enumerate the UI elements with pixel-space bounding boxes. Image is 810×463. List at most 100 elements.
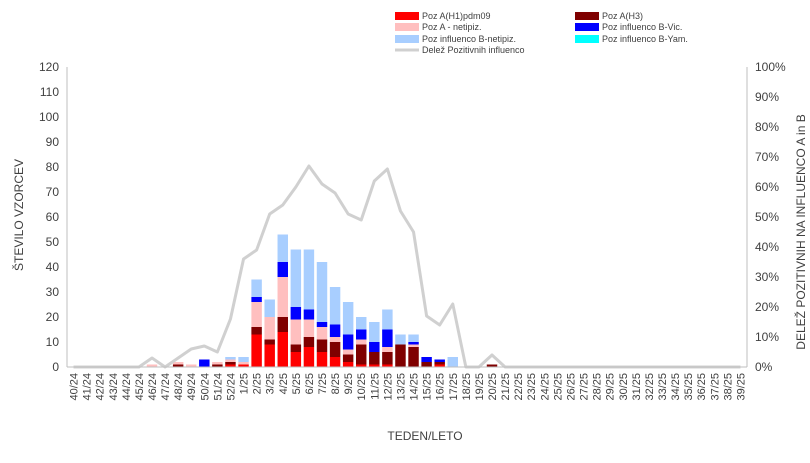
y-tick-labels: 0 10 20 30 40 50 60 70 80 90 100 110 120 (39, 60, 59, 374)
x-tick-label: 14/25 (409, 373, 421, 401)
x-tick-label: 47/24 (160, 373, 172, 401)
bar-segment (447, 357, 458, 367)
y-tick-label: 70 (46, 185, 60, 199)
bar-segment (290, 307, 302, 320)
x-tick-label: 24/25 (539, 373, 551, 401)
bar-segment (356, 317, 367, 330)
bar-segment (434, 362, 445, 365)
x-tick-label: 41/24 (82, 373, 94, 401)
x-tick-label: 7/25 (317, 373, 329, 394)
bar-segment (342, 302, 354, 335)
legend-label: Delež Pozitivnih influenco (422, 45, 525, 55)
x-tick-label: 6/25 (304, 373, 316, 394)
x-tick-label: 10/25 (356, 373, 368, 401)
x-tick-label: 46/24 (147, 373, 159, 401)
bar-segment (290, 352, 302, 367)
x-tick-label: 21/25 (500, 373, 512, 401)
bar-segment (342, 362, 354, 367)
y2-tick-label: 10% (755, 330, 779, 344)
x-tick-label: 30/25 (618, 373, 630, 401)
bar-segment (225, 362, 236, 365)
y-tick-label: 110 (40, 85, 59, 99)
bar-segment (251, 302, 262, 327)
bar-layer (146, 234, 498, 367)
bar-segment (316, 352, 328, 367)
bar-segment (316, 322, 328, 327)
bar-segment (225, 357, 236, 360)
bar-segment (408, 347, 419, 367)
bar-segment (329, 287, 341, 325)
bar-segment (264, 317, 275, 340)
bar-segment (434, 359, 445, 362)
x-tick-label: 34/25 (670, 373, 682, 401)
bar-segment (238, 364, 249, 367)
bar-segment (316, 262, 328, 322)
x-tick-label: 2/25 (252, 373, 264, 394)
bar-segment (369, 364, 380, 367)
bar-segment (329, 324, 341, 337)
bar-segment (172, 362, 184, 365)
y2-tick-label: 80% (755, 120, 779, 134)
x-tick-label: 44/24 (121, 373, 133, 401)
legend: Poz A(H1)pdm09 Poz A(H3) Poz A - netipiz. P… (395, 11, 688, 55)
x-tick-label: 19/25 (474, 373, 486, 401)
x-tick-label: 42/24 (95, 373, 107, 401)
x-tick-label: 28/25 (592, 373, 604, 401)
x-tick-label: 15/25 (422, 373, 434, 401)
x-tick-label: 5/25 (291, 373, 303, 394)
bar-segment (290, 319, 302, 345)
x-tick-label: 26/25 (565, 373, 577, 401)
bar-segment (225, 359, 236, 362)
x-tick-label: 45/24 (134, 373, 146, 401)
x-tick-label: 9/25 (343, 373, 355, 394)
x-tick-label: 40/24 (69, 373, 81, 401)
y-tick-label: 120 (39, 60, 59, 74)
legend-label: Poz influenco B-netipiz. (422, 34, 516, 44)
bar-segment (342, 334, 354, 350)
bar-segment (421, 357, 432, 362)
bar-segment (277, 262, 288, 277)
x-tick-label: 43/24 (108, 373, 120, 401)
y-tick-label: 100 (39, 110, 59, 124)
axes (66, 67, 748, 368)
bar-segment (421, 362, 432, 367)
bar-segment (316, 339, 328, 352)
bar-segment (251, 334, 262, 367)
bar-segment (186, 364, 197, 367)
bar-segment (382, 347, 393, 352)
x-axis-title: TEDEN/LETO (387, 429, 462, 443)
x-tick-label: 16/25 (435, 373, 447, 401)
bar-segment (369, 322, 380, 342)
x-tick-label: 27/25 (579, 373, 591, 401)
bar-segment (199, 359, 210, 367)
x-tick-label: 11/25 (369, 373, 381, 400)
y-tick-label: 20 (46, 310, 60, 324)
x-tick-label: 25/25 (552, 373, 564, 401)
bar-segment (277, 277, 288, 317)
bar-segment (290, 249, 302, 307)
bar-segment (356, 329, 367, 340)
bar-segment (277, 332, 288, 367)
legend-label: Poz influenco B-Vic. (602, 22, 682, 32)
y2-tick-label: 100% (755, 60, 786, 74)
legend-label: Poz A(H1)pdm09 (422, 11, 491, 21)
x-tick-label: 18/25 (461, 373, 473, 401)
bar-segment (329, 357, 341, 367)
bar-segment (303, 337, 315, 347)
bar-segment (251, 297, 262, 302)
legend-label: Poz A(H3) (602, 11, 643, 21)
bar-segment (238, 362, 249, 365)
y2-tick-label: 50% (755, 210, 779, 224)
bar-segment (342, 354, 354, 362)
x-tick-label: 17/25 (448, 373, 460, 401)
x-tick-label: 31/25 (631, 373, 643, 401)
x-tick-label: 12/25 (382, 373, 394, 401)
bar-segment (408, 344, 419, 347)
legend-swatch (395, 12, 419, 20)
bar-segment (303, 309, 315, 320)
bar-segment (356, 339, 367, 345)
y-tick-label: 30 (46, 285, 60, 299)
y2-tick-label: 60% (755, 180, 779, 194)
legend-label: Poz A - netipiz. (422, 22, 482, 32)
bar-segment (434, 364, 445, 367)
